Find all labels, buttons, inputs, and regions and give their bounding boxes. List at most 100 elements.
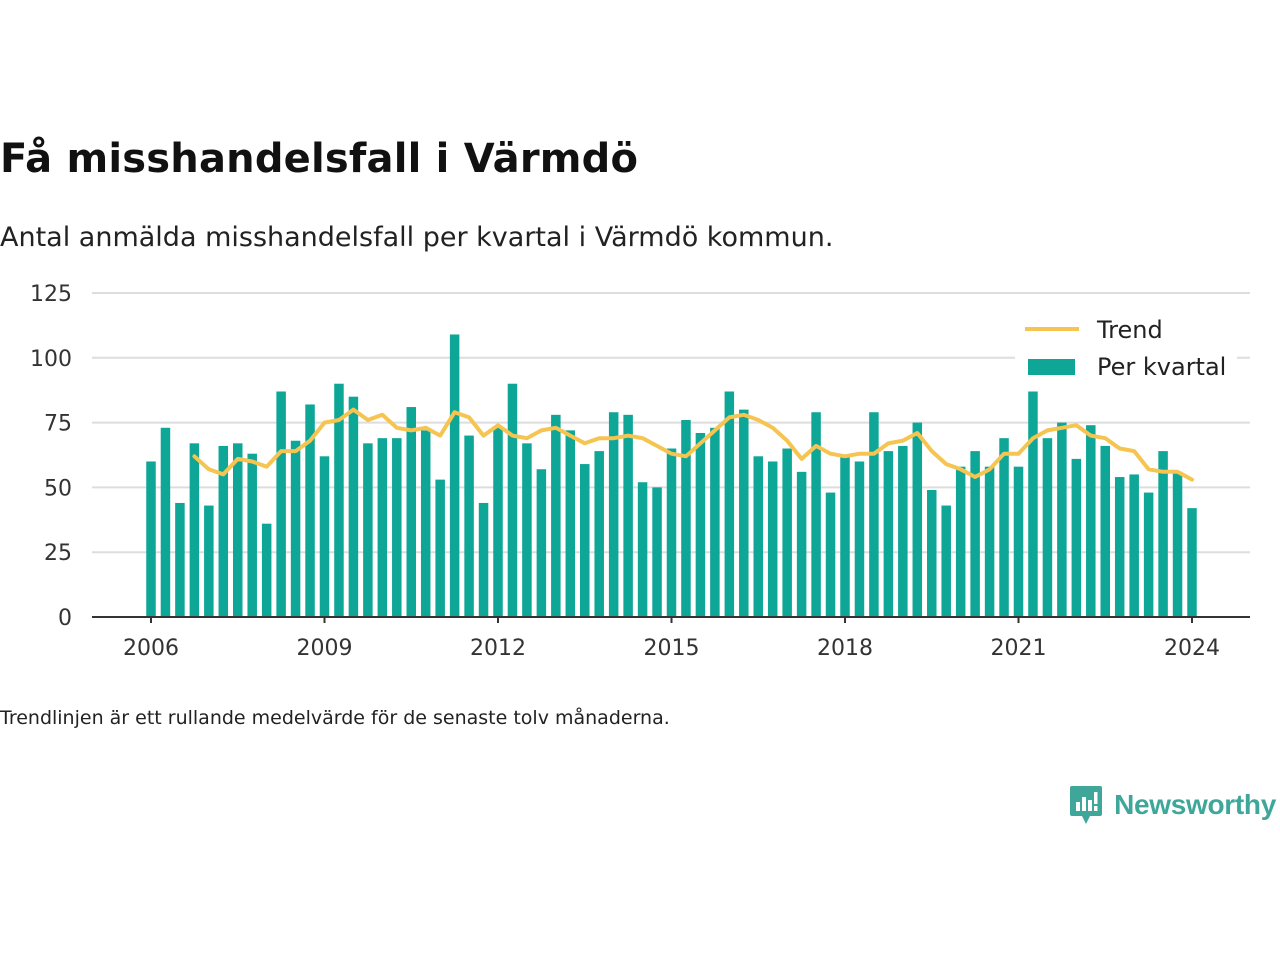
bar [478, 502, 489, 617]
bar [825, 492, 836, 617]
y-tick-label: 75 [44, 412, 72, 437]
bar [189, 443, 200, 617]
newsworthy-logo-icon [1070, 786, 1103, 824]
legend: Trend Per kvartal [1015, 310, 1237, 388]
bar [522, 443, 532, 617]
bar [753, 456, 763, 617]
bar [912, 422, 923, 617]
bar [218, 445, 229, 617]
x-tick-label: 2021 [991, 636, 1047, 661]
bar [247, 453, 257, 617]
bar [464, 435, 474, 617]
bar [175, 502, 185, 617]
bar [695, 432, 706, 617]
bar [536, 469, 547, 617]
y-tick-label: 50 [44, 476, 72, 501]
bar [493, 427, 503, 617]
brand-name: Newsworthy [1114, 789, 1276, 820]
footnote: Trendlinjen är ett rullande medelvärde f… [0, 707, 670, 729]
bar [840, 456, 850, 617]
x-tick-label: 2006 [123, 636, 179, 661]
axes: 0 25 50 75 100 125 2006 2009 2012 2015 2018 2021 202… [30, 282, 1250, 661]
bar [652, 487, 662, 617]
bar [681, 420, 691, 617]
chart-subtitle: Antal anmälda misshandelsfall per kvarta… [0, 222, 834, 253]
bar [261, 523, 272, 617]
bar [1057, 422, 1067, 617]
bar [435, 479, 445, 617]
bar [551, 414, 561, 617]
y-tick-label: 0 [58, 606, 72, 631]
bar [1187, 508, 1197, 617]
bar [1028, 391, 1038, 617]
bar [580, 464, 590, 617]
x-tick-label: 2024 [1164, 636, 1220, 661]
bar [1143, 492, 1154, 617]
bar [160, 427, 171, 617]
bar [1013, 466, 1024, 617]
bar [710, 427, 720, 617]
trend-line-layer [192, 407, 1194, 482]
bar [1086, 425, 1096, 617]
x-tick-label: 2015 [644, 636, 700, 661]
y-tick-label: 125 [30, 282, 72, 307]
bar [724, 391, 735, 617]
bar [290, 440, 301, 617]
bar [955, 466, 966, 617]
y-tick-label: 25 [44, 541, 72, 566]
bar [1129, 474, 1139, 617]
y-tick-label: 100 [30, 347, 72, 372]
x-tick-label: 2009 [297, 636, 353, 661]
bar [348, 396, 359, 617]
bar [854, 461, 865, 617]
legend-label-per-kvartal: Per kvartal [1097, 353, 1226, 381]
bar [1071, 458, 1082, 617]
bar [927, 489, 937, 617]
bar [204, 505, 214, 617]
bar [146, 461, 156, 617]
bar [970, 451, 980, 617]
bar [377, 438, 388, 617]
bar [594, 451, 604, 617]
bar [883, 451, 894, 617]
trend-line [192, 407, 1194, 482]
bar [898, 445, 908, 617]
bar [637, 482, 648, 617]
x-tick-label: 2018 [817, 636, 873, 661]
bar [1100, 445, 1110, 617]
bar [1114, 477, 1125, 617]
chart-title: Få misshandelsfall i Värmdö [0, 136, 639, 182]
bar [608, 412, 619, 617]
bar [392, 438, 402, 617]
bar [782, 448, 792, 617]
brand-logo: Newsworthy [1068, 784, 1276, 826]
x-tick-label: 2012 [470, 636, 526, 661]
bar [319, 456, 330, 617]
bar [767, 461, 778, 617]
bar [565, 430, 576, 617]
bar [811, 412, 821, 617]
bar [420, 430, 431, 617]
bar [999, 438, 1009, 617]
bar [305, 404, 315, 617]
legend-label-trend: Trend [1096, 316, 1163, 344]
bar [1042, 438, 1053, 617]
legend-bar-swatch [1028, 359, 1075, 375]
bar [507, 383, 518, 617]
bar [1172, 471, 1183, 617]
bar [984, 466, 995, 617]
bar [406, 407, 416, 617]
bar [449, 334, 460, 617]
bar [1158, 451, 1168, 617]
bar [276, 391, 286, 617]
chart: 0 25 50 75 100 125 2006 2009 2012 2015 2018 2021 202… [30, 282, 1250, 661]
bar [739, 409, 749, 617]
bar [796, 471, 807, 617]
bar [363, 443, 373, 617]
bar [233, 443, 243, 617]
bar [334, 383, 344, 617]
bar [623, 414, 633, 617]
bar [666, 448, 677, 617]
bars [146, 334, 1197, 617]
bar [869, 412, 879, 617]
